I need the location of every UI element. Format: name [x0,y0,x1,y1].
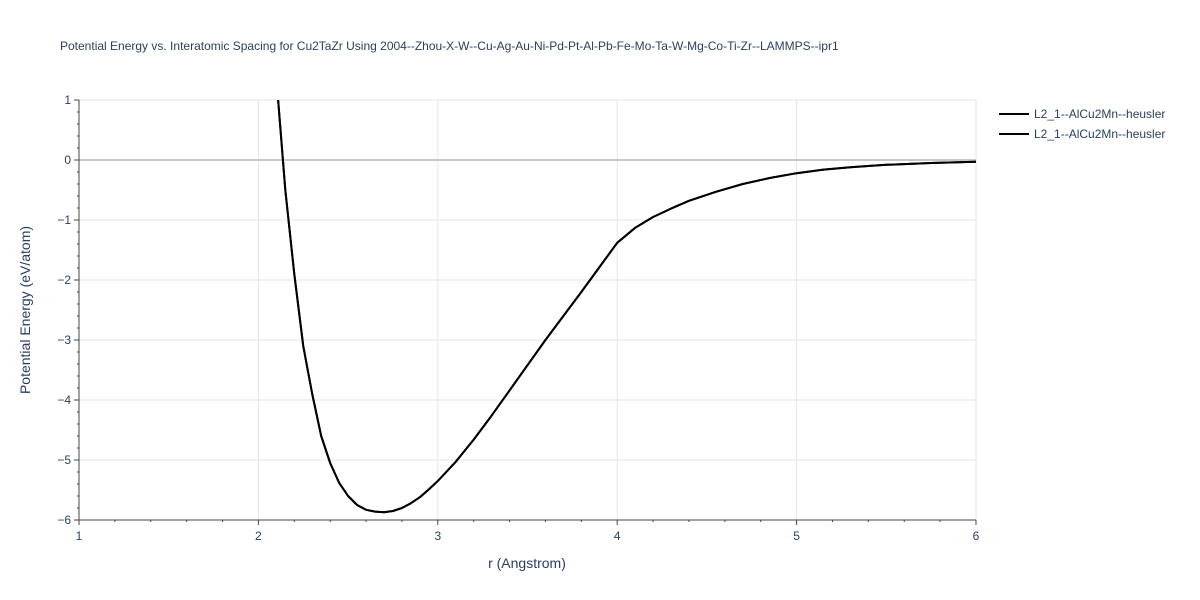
x-tick-label: 1 [76,529,83,543]
y-tick-label: −2 [57,273,71,287]
legend-label-2[interactable]: L2_1--AlCu2Mn--heusler [1034,127,1165,141]
x-axis-title: r (Angstrom) [488,555,566,571]
x-tick-label: 2 [255,529,262,543]
y-tick-label: −5 [57,453,71,467]
x-tick-label: 4 [614,529,621,543]
y-tick-label: −4 [57,393,71,407]
y-tick-label: −3 [57,333,71,347]
series-line-2 [277,100,976,514]
y-axis-title: Potential Energy (eV/atom) [17,226,33,394]
legend-label-1[interactable]: L2_1--AlCu2Mn--heusler [1034,107,1165,121]
legend[interactable]: L2_1--AlCu2Mn--heusler L2_1--AlCu2Mn--heu… [999,107,1165,141]
y-tick-label: −6 [57,513,71,527]
y-tick-label: 1 [64,93,71,107]
x-tick-label: 5 [793,529,800,543]
series-lines [277,100,976,514]
x-tick-label: 3 [434,529,441,543]
x-tick-label: 6 [973,529,980,543]
y-tick-label: 0 [64,153,71,167]
chart-title: Potential Energy vs. Interatomic Spacing… [60,39,839,53]
y-tick-label: −1 [57,213,71,227]
grid-lines [79,99,977,520]
axes: 1 2 3 4 5 6 1 0 −1 −2 −3 −4 −5 −6 [57,93,979,543]
